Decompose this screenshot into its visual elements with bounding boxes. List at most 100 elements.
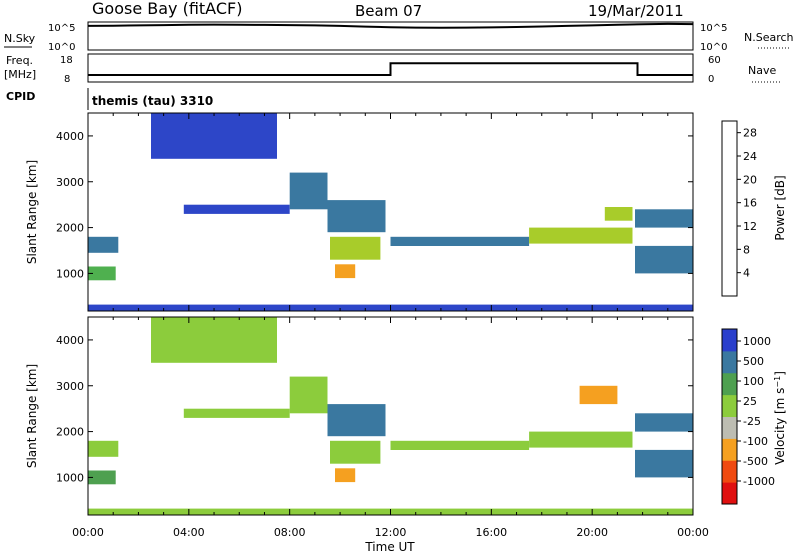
power-ytick-label-3: 4000 [56, 130, 84, 143]
date-title: 19/Mar/2011 [588, 2, 684, 20]
freq-right-tick-bottom: 0 [708, 74, 714, 85]
velocity-region-6 [335, 468, 356, 483]
velocity-ytick-label-2: 3000 [56, 380, 84, 393]
velocity-region-0 [88, 470, 116, 485]
velocity-region-10 [635, 413, 693, 432]
power-colorbar-label: Power [dB] [773, 175, 787, 240]
velocity-region-9 [579, 385, 618, 405]
noise-left-label: N.Sky [4, 32, 36, 45]
power-region-4 [327, 200, 386, 233]
power-colorbar-frame [721, 120, 738, 297]
power-colorbar-ticks: 4 8 12 16 20 24 28 [737, 127, 757, 280]
velocity-colorbar-seg-1 [722, 460, 737, 483]
time-tick-label-2: 08:00 [274, 526, 306, 539]
velocity-colorbar-segments [722, 329, 737, 505]
power-region-12 [151, 113, 277, 159]
noise-left-tick-top: 10^5 [48, 23, 75, 34]
freq-left-label: Freq. [6, 54, 33, 67]
power-region-5 [330, 236, 381, 260]
velocity-colorbar-seg-5 [722, 372, 737, 396]
power-y-axis-label: Slant Range [km] [25, 160, 39, 264]
power-region-1 [88, 236, 119, 253]
power-panel: 1000 2000 3000 4000 Slant Range [km] [25, 112, 694, 312]
velocity-colorbar-tick-label-0: 1000 [743, 335, 771, 348]
noise-panel: N.Sky 10^5 10^0 10^5 10^0 N.Search [4, 21, 794, 53]
velocity-region-3 [289, 376, 328, 414]
noise-panel-frame [87, 21, 694, 51]
noise-sky-line [87, 22, 694, 29]
velocity-colorbar-tick-label-2: 100 [743, 375, 764, 388]
power-region-7 [390, 236, 530, 246]
velocity-colorbar-tick-label-1: 500 [743, 355, 764, 368]
noise-right-label: N.Search [744, 31, 794, 44]
velocity-colorbar-label: Velocity [m s−1] [773, 371, 788, 465]
power-colorbar-tick-label-2: 12 [743, 220, 757, 233]
noise-right-tick-top: 10^5 [700, 23, 727, 34]
velocity-ytick-label-1: 2000 [56, 426, 84, 439]
velocity-colorbar-seg-0 [722, 482, 737, 505]
velocity-colorbar-seg-7 [722, 329, 737, 352]
time-tick-label-0: 00:00 [72, 526, 104, 539]
power-colorbar-tick-label-3: 16 [743, 197, 757, 210]
power-colorbar-tick-label-5: 24 [743, 150, 757, 163]
power-region-10 [635, 209, 693, 228]
freq-left-tick-bottom: 8 [64, 74, 70, 85]
power-colorbar-tick-label-4: 20 [743, 173, 757, 186]
power-colorbar-tick-label-6: 28 [743, 127, 757, 140]
power-ytick-label-1: 2000 [56, 222, 84, 235]
cpid-row: CPID themis (tau) 3310 [6, 88, 213, 110]
time-axis-title: Time UT [364, 540, 415, 554]
velocity-y-axis-label: Slant Range [km] [25, 364, 39, 468]
velocity-y-axis: 1000 2000 3000 4000 [56, 334, 693, 484]
velocity-panel: 1000 2000 3000 4000 Slant Range [km] [25, 316, 694, 516]
noise-right-tick-bottom: 10^0 [700, 42, 727, 53]
power-ytick-label-2: 3000 [56, 176, 84, 189]
velocity-region-8 [529, 431, 633, 448]
power-region-11 [635, 245, 693, 274]
freq-left-tick-top: 18 [60, 55, 73, 66]
velocity-region-7 [390, 440, 530, 450]
freq-panel-frame [87, 53, 694, 83]
velocity-x-axis [87, 317, 694, 515]
velocity-colorbar-seg-3 [722, 416, 737, 439]
velocity-colorbar-ticks: 1000 500 100 25 -25 -100 -500 -1000 [737, 335, 775, 488]
velocity-region-1 [88, 440, 119, 457]
power-region-2 [183, 204, 290, 214]
time-tick-label-5: 20:00 [576, 526, 608, 539]
beam-title: Beam 07 [355, 2, 422, 20]
velocity-colorbar-frame [721, 328, 738, 505]
freq-right-tick-top: 60 [708, 55, 721, 66]
velocity-colorbar-tick-label-4: -25 [743, 415, 761, 428]
freq-panel: Freq. [MHz] 18 8 60 0 Nave [4, 53, 780, 85]
power-colorbar-tick-label-1: 8 [743, 243, 750, 256]
station-title: Goose Bay (fitACF) [92, 0, 242, 18]
time-tick-label-1: 04:00 [173, 526, 205, 539]
velocity-colorbar-tick-label-7: -1000 [743, 475, 775, 488]
power-y-axis: 1000 2000 3000 4000 [56, 130, 693, 280]
velocity-ytick-label-3: 4000 [56, 334, 84, 347]
velocity-region-2 [183, 408, 290, 418]
velocity-region-4 [327, 404, 386, 437]
velocity-colorbar-seg-2 [722, 438, 737, 461]
cpid-label: CPID [6, 90, 35, 103]
velocity-region-11 [635, 449, 693, 478]
time-tick-label-3: 12:00 [375, 526, 407, 539]
velocity-colorbar-tick-label-3: 25 [743, 395, 757, 408]
power-region-3 [289, 172, 328, 210]
velocity-region-12 [151, 317, 277, 363]
velocity-colorbar-seg-4 [722, 394, 737, 418]
power-region-8 [529, 227, 633, 244]
power-ytick-label-0: 1000 [56, 267, 84, 280]
freq-right-label: Nave [748, 64, 776, 77]
noise-left-tick-bottom: 10^0 [48, 42, 75, 53]
power-x-axis [87, 113, 694, 311]
freq-step-line [88, 62, 693, 76]
velocity-ytick-label-0: 1000 [56, 471, 84, 484]
freq-left-unit: [MHz] [4, 68, 36, 81]
velocity-colorbar-seg-6 [722, 350, 737, 374]
power-region-9 [604, 207, 633, 221]
power-region-6 [335, 264, 356, 279]
velocity-region-5 [330, 440, 381, 464]
time-axis-labels: 00:00 04:00 08:00 12:00 16:00 20:00 00:00 [72, 526, 709, 539]
time-tick-label-4: 16:00 [475, 526, 507, 539]
